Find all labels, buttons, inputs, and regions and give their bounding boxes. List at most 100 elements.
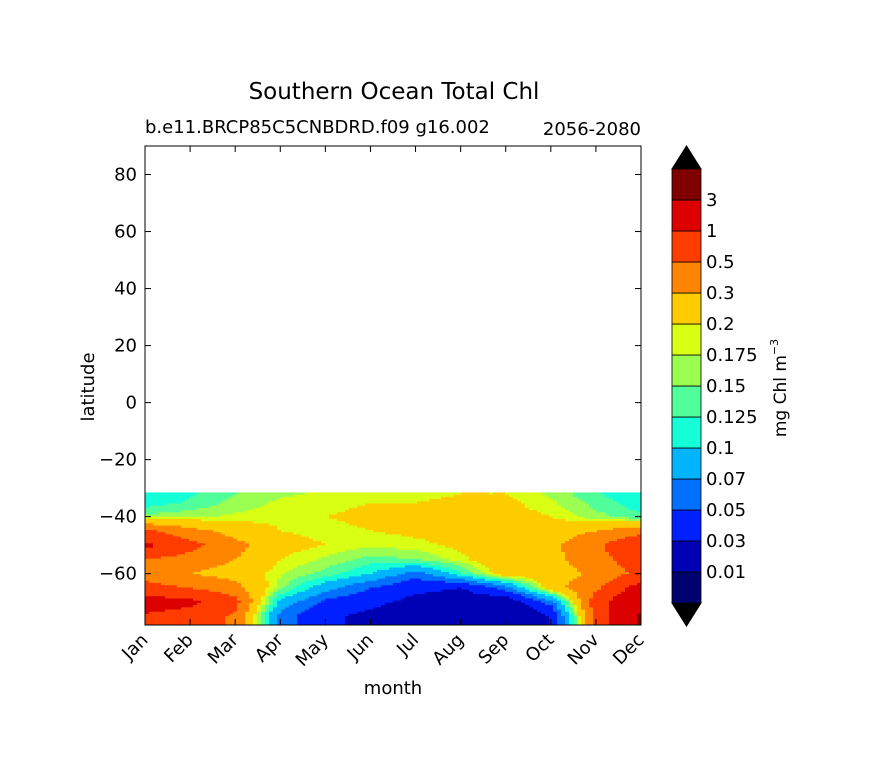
contour-cell bbox=[205, 569, 210, 573]
contour-cell bbox=[633, 505, 638, 509]
contour-cell bbox=[261, 492, 266, 496]
contour-cell bbox=[361, 494, 366, 498]
contour-cell bbox=[425, 510, 430, 513]
contour-cell bbox=[313, 514, 318, 518]
contour-cell bbox=[213, 532, 218, 535]
contour-cell bbox=[513, 547, 518, 551]
contour-cell bbox=[325, 501, 330, 505]
contour-cell bbox=[145, 521, 150, 524]
contour-cell bbox=[193, 514, 198, 518]
contour-cell bbox=[401, 547, 406, 551]
contour-cell bbox=[393, 569, 398, 573]
contour-cell bbox=[189, 499, 194, 502]
contour-cell bbox=[389, 538, 394, 542]
contour-cell bbox=[429, 574, 434, 577]
contour-cell bbox=[181, 518, 186, 522]
contour-cell bbox=[589, 516, 594, 520]
contour-cell bbox=[389, 541, 394, 544]
contour-cell bbox=[473, 541, 478, 544]
contour-cell bbox=[261, 505, 266, 509]
contour-cell bbox=[321, 501, 326, 505]
contour-cell bbox=[285, 571, 290, 575]
contour-cell bbox=[277, 554, 282, 558]
contour-cell bbox=[409, 543, 414, 547]
contour-cell bbox=[521, 567, 526, 571]
contour-cell bbox=[629, 563, 634, 566]
contour-cell bbox=[617, 536, 622, 540]
contour-cell bbox=[205, 534, 210, 538]
contour-cell bbox=[221, 571, 226, 575]
contour-cell bbox=[441, 494, 446, 498]
contour-cell bbox=[557, 532, 562, 535]
contour-cell bbox=[269, 507, 274, 511]
contour-cell bbox=[553, 494, 558, 498]
contour-cell bbox=[257, 529, 262, 533]
contour-cell bbox=[317, 514, 322, 518]
contour-cell bbox=[309, 505, 314, 509]
contour-cell bbox=[181, 580, 186, 584]
contour-cell bbox=[337, 541, 342, 544]
contour-cell bbox=[373, 514, 378, 518]
contour-cell bbox=[329, 569, 334, 573]
contour-cell bbox=[265, 560, 270, 564]
contour-cell bbox=[221, 499, 226, 502]
contour-cell bbox=[441, 569, 446, 573]
contour-cell bbox=[273, 565, 278, 569]
contour-cell bbox=[149, 565, 154, 569]
contour-cell bbox=[217, 567, 222, 571]
contour-cell bbox=[565, 518, 570, 522]
contour-cell bbox=[293, 556, 298, 560]
contour-cell bbox=[409, 567, 414, 571]
contour-cell bbox=[565, 514, 570, 518]
contour-cell bbox=[373, 536, 378, 540]
contour-cell bbox=[549, 525, 554, 529]
contour-cell bbox=[153, 543, 158, 547]
contour-cell bbox=[529, 569, 534, 573]
contour-cell bbox=[477, 563, 482, 566]
contour-cell bbox=[389, 527, 394, 531]
contour-cell bbox=[409, 529, 414, 533]
contour-cell bbox=[513, 494, 518, 498]
contour-cell bbox=[465, 536, 470, 540]
contour-cell bbox=[305, 510, 310, 513]
contour-cell bbox=[361, 574, 366, 577]
contour-cell bbox=[477, 565, 482, 569]
contour-cell bbox=[293, 576, 298, 580]
contour-cell bbox=[525, 543, 530, 547]
contour-cell bbox=[153, 512, 158, 516]
contour-cell bbox=[621, 547, 626, 551]
contour-cell bbox=[269, 541, 274, 544]
contour-cell bbox=[449, 576, 454, 580]
contour-cell bbox=[397, 547, 402, 551]
contour-cell bbox=[477, 521, 482, 524]
contour-cell bbox=[349, 560, 354, 564]
contour-cell bbox=[521, 501, 526, 505]
contour-cell bbox=[377, 523, 382, 527]
contour-cell bbox=[157, 554, 162, 558]
contour-cell bbox=[317, 565, 322, 569]
contour-cell bbox=[341, 545, 346, 549]
contour-cell bbox=[441, 496, 446, 500]
contour-cell bbox=[165, 529, 170, 533]
contour-cell bbox=[253, 545, 258, 549]
contour-cell bbox=[401, 554, 406, 558]
contour-cell bbox=[621, 543, 626, 547]
contour-cell bbox=[249, 563, 254, 566]
contour-cell bbox=[173, 569, 178, 573]
contour-cell bbox=[189, 563, 194, 566]
contour-cell bbox=[629, 501, 634, 505]
contour-cell bbox=[397, 538, 402, 542]
contour-cell bbox=[245, 507, 250, 511]
contour-cell bbox=[317, 503, 322, 507]
contour-cell bbox=[165, 512, 170, 516]
contour-cell bbox=[149, 496, 154, 500]
contour-cell bbox=[329, 518, 334, 522]
contour-cell bbox=[145, 563, 150, 566]
contour-cell bbox=[621, 541, 626, 544]
contour-cell bbox=[145, 507, 150, 511]
contour-cell bbox=[197, 510, 202, 513]
contour-cell bbox=[433, 556, 438, 560]
contour-cell bbox=[221, 525, 226, 529]
contour-cell bbox=[549, 492, 554, 496]
contour-cell bbox=[513, 507, 518, 511]
